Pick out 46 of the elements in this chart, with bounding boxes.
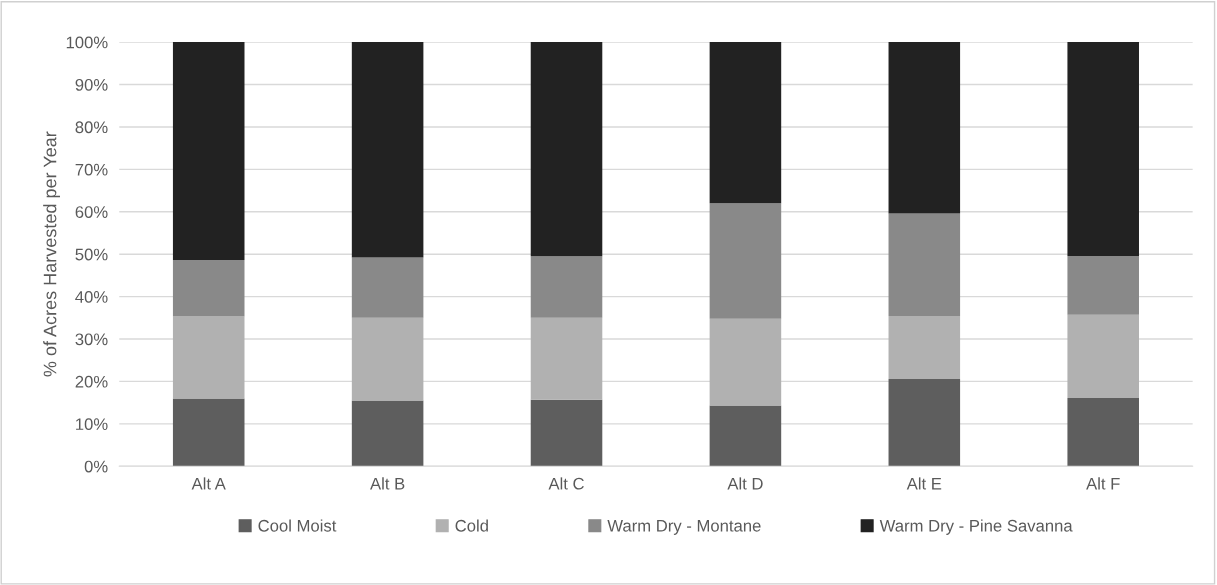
bar — [530, 256, 603, 318]
y-tick-label: 90% — [75, 78, 108, 91]
y-tick-label: 10% — [76, 418, 108, 431]
y-tick-label: 100% — [66, 36, 108, 49]
bar — [709, 203, 782, 319]
bar — [888, 316, 961, 379]
bar — [530, 317, 603, 400]
bar — [1067, 397, 1139, 467]
y-tick-label: 50% — [75, 248, 108, 261]
x-tick-label: Alt F — [1086, 477, 1120, 490]
bar — [888, 42, 961, 214]
bar — [351, 42, 424, 258]
bar — [351, 400, 424, 467]
bar — [530, 399, 603, 467]
y-tick-label: 40% — [75, 291, 108, 303]
bar — [888, 213, 961, 317]
bar — [172, 42, 245, 261]
legend-label: Cool Moist — [258, 519, 337, 532]
legend-label: Warm Dry - Pine Savanna — [879, 519, 1073, 535]
x-tick-label: Alt E — [906, 477, 942, 490]
legend-label: Warm Dry - Montane — [607, 520, 761, 535]
bar — [1067, 314, 1139, 398]
y-tick-label: 70% — [75, 163, 108, 176]
y-tick-label: 0% — [84, 460, 108, 473]
bar — [709, 405, 782, 467]
bar — [888, 378, 961, 467]
bar — [351, 257, 424, 318]
bar — [709, 318, 782, 406]
bar — [709, 42, 782, 204]
y-axis-title: % of Acres Harvested per Year — [43, 131, 60, 377]
bar — [172, 398, 245, 467]
bar — [351, 317, 424, 401]
bar — [530, 42, 603, 257]
y-tick-label: 20% — [75, 375, 108, 388]
y-tick-label: 60% — [75, 206, 108, 218]
bar — [1067, 255, 1139, 315]
y-tick-label: 30% — [75, 333, 108, 346]
y-tick-label: 80% — [75, 121, 108, 134]
x-tick-label: Alt D — [727, 477, 763, 490]
x-tick-label: Alt B — [370, 477, 405, 490]
x-tick-label: Alt C — [548, 477, 584, 490]
bar — [172, 316, 245, 399]
legend-label: Cold — [455, 519, 488, 532]
bar — [1067, 42, 1139, 256]
bar — [172, 260, 245, 317]
x-tick-label: Alt A — [191, 477, 226, 490]
